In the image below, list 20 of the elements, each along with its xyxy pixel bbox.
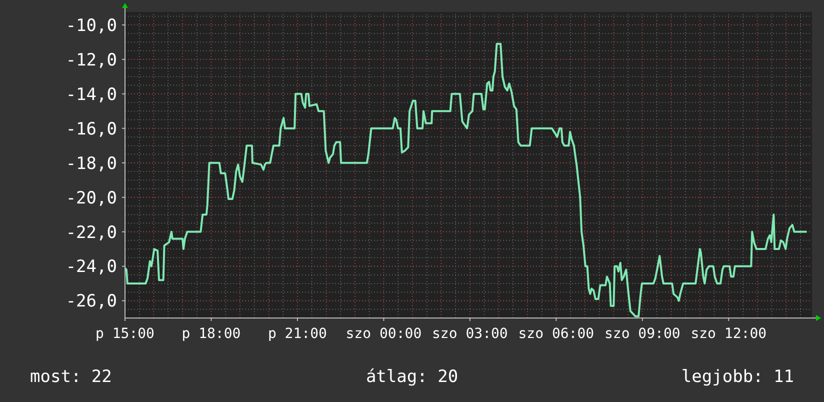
y-tick-label: -24,0	[66, 257, 117, 278]
x-tick-label: szo 00:00	[346, 326, 422, 342]
y-tick-label: -20,0	[66, 188, 117, 208]
text: átlag: 20	[366, 367, 458, 387]
x-tick-label: p 15:00	[95, 326, 155, 342]
x-tick-label: szo 06:00	[518, 326, 594, 342]
x-tick-label: p 21:00	[268, 326, 327, 342]
y-tick-label: -10,0	[66, 16, 117, 36]
x-tick-label: szo 12:00	[690, 326, 767, 342]
y-tick-label: -22,0	[66, 222, 117, 243]
x-tick-label: szo 03:00	[432, 326, 508, 342]
y-tick-label: -16,0	[66, 119, 117, 140]
x-tick-label: p 18:00	[182, 326, 241, 342]
text: legjobb: 11	[681, 367, 794, 387]
y-tick-label: -12,0	[66, 50, 117, 70]
text: most: 22	[30, 367, 112, 387]
y-tick-label: -26,0	[66, 292, 117, 312]
y-tick-label: -18,0	[66, 154, 117, 174]
y-tick-label: -14,0	[66, 84, 117, 105]
x-tick-label: szo 09:00	[604, 326, 680, 342]
